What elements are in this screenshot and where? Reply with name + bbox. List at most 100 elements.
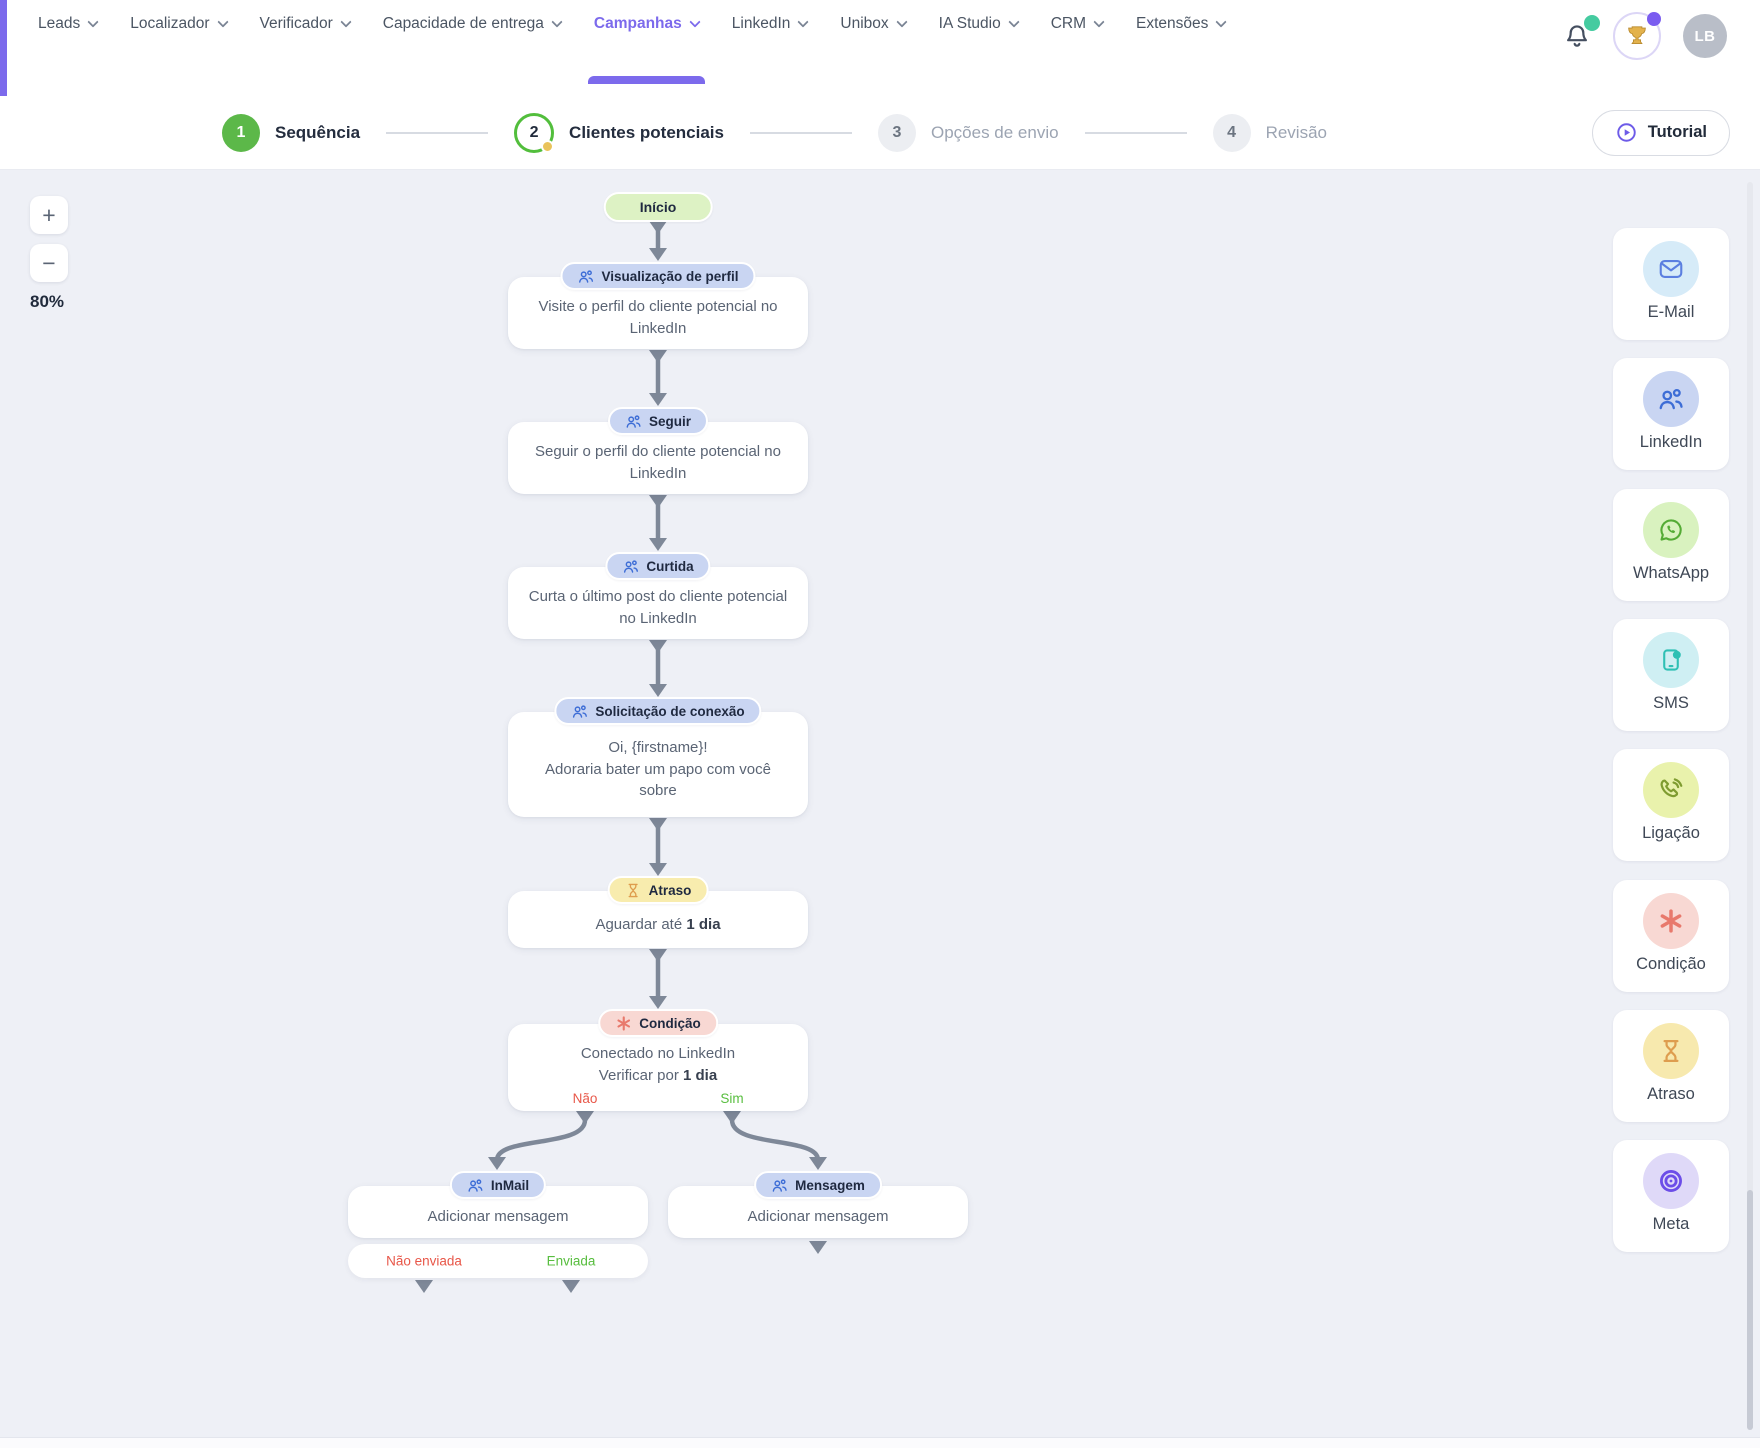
message-line: Adoraria bater um papo com você <box>545 760 771 778</box>
step-2-circle: 2 <box>514 112 555 153</box>
nav-item-ia-studio[interactable]: IA Studio <box>938 0 1020 84</box>
tutorial-button[interactable]: Tutorial <box>1591 109 1730 156</box>
palette-tile-meta[interactable]: Meta <box>1613 1140 1729 1252</box>
notifications-button[interactable] <box>1563 15 1600 50</box>
nav-item-label: Extensões <box>1136 15 1209 32</box>
nav-item-leads[interactable]: Leads <box>38 0 99 84</box>
play-circle-icon <box>1617 123 1636 142</box>
chevron-down-icon <box>689 15 701 28</box>
node-condition-badge: Condição <box>598 1009 718 1037</box>
condition-line: Verificar por 1 dia <box>581 1065 735 1087</box>
chevron-down-icon <box>1093 15 1105 28</box>
delay-value: 1 dia <box>686 915 721 933</box>
users-icon <box>579 269 594 283</box>
node-body-text: Adicionar mensagem <box>747 1208 889 1226</box>
nav-item-label: IA Studio <box>938 15 1001 32</box>
nav-item-localizador[interactable]: Localizador <box>130 0 229 84</box>
start-node[interactable]: Início <box>603 192 713 222</box>
tile-label: Condição <box>1636 955 1706 973</box>
tile-label: WhatsApp <box>1632 564 1710 582</box>
asterisk-icon <box>617 1015 631 1031</box>
node-like[interactable]: Curtida Curta o último post do cliente p… <box>508 552 808 639</box>
nav-right-cluster: LB <box>1563 0 1727 72</box>
users-icon <box>468 1178 483 1192</box>
users-icon <box>1659 388 1683 410</box>
step-connector-line <box>749 131 852 134</box>
nav-item-label: Capacidade de entrega <box>382 15 544 32</box>
nav-item-linkedin[interactable]: LinkedIn <box>732 0 810 84</box>
chevron-down-icon <box>216 15 229 28</box>
tile-label: E-Mail <box>1647 303 1695 321</box>
nav-item-unibox[interactable]: Unibox <box>840 0 908 84</box>
whatsapp-icon <box>1660 519 1682 541</box>
palette-tile-condicao[interactable]: Condição <box>1613 880 1729 992</box>
left-accent-strip <box>0 0 7 96</box>
palette-tile-ligacao[interactable]: Ligação <box>1613 749 1729 861</box>
achievements-button[interactable] <box>1613 12 1661 60</box>
tile-icon-circle <box>1643 1153 1699 1209</box>
nav-item-label: CRM <box>1050 15 1086 32</box>
chevron-down-icon <box>551 15 563 28</box>
step-clientes-potenciais[interactable]: 2 Clientes potenciais <box>514 112 724 153</box>
node-inmail-badge: InMail <box>449 1171 547 1199</box>
users-icon <box>572 704 587 718</box>
sequence-canvas[interactable]: + − 80% Início Visualização de perfil Vi… <box>0 170 1760 1437</box>
palette-tile-whatsapp[interactable]: WhatsApp <box>1613 489 1729 601</box>
palette-tile-linkedin[interactable]: LinkedIn <box>1613 358 1729 470</box>
tile-icon-circle <box>1643 371 1699 427</box>
palette-tile-atraso[interactable]: Atraso <box>1613 1010 1729 1122</box>
node-message-badge: Mensagem <box>754 1171 882 1199</box>
nav-item-crm[interactable]: CRM <box>1050 0 1105 84</box>
zoom-out-button[interactable]: − <box>30 244 68 282</box>
zoom-in-button[interactable]: + <box>30 196 68 234</box>
tile-icon-circle <box>1643 241 1699 297</box>
node-follow[interactable]: Seguir Seguir o perfil do cliente potenc… <box>508 407 808 494</box>
badge-label: Atraso <box>648 882 692 898</box>
node-message[interactable]: Mensagem Adicionar mensagem <box>668 1171 968 1238</box>
step-2-label: Clientes potenciais <box>569 122 724 142</box>
step-4-circle: 4 <box>1212 113 1251 152</box>
scrollbar-thumb[interactable] <box>1747 1190 1753 1430</box>
nav-item-capacidade-de-entrega[interactable]: Capacidade de entrega <box>382 0 563 84</box>
step-4-label: Revisão <box>1265 122 1327 142</box>
envelope-icon <box>1659 260 1683 278</box>
palette-tile-sms[interactable]: SMS <box>1613 619 1729 731</box>
branch-label-yes: Sim <box>720 1091 744 1106</box>
tile-label: Atraso <box>1647 1085 1695 1103</box>
nav-item-verificador[interactable]: Verificador <box>260 0 352 84</box>
tile-label: LinkedIn <box>1639 433 1703 451</box>
node-condition[interactable]: Condição Conectado no LinkedIn Verificar… <box>508 1009 808 1111</box>
node-connection-request[interactable]: Solicitação de conexão Oi, {firstname}! … <box>508 697 808 817</box>
inmail-status-bar: Não enviada Enviada <box>348 1244 648 1278</box>
tile-icon-circle <box>1643 893 1699 949</box>
bottom-edge <box>0 1437 1760 1448</box>
node-body-text: Seguir o perfil do cliente potencial no … <box>535 443 781 482</box>
node-profile-view[interactable]: Visualização de perfil Visite o perfil d… <box>508 262 808 349</box>
step-3-circle: 3 <box>877 113 916 152</box>
chevron-down-icon <box>1215 15 1228 28</box>
node-delay-badge: Atraso <box>607 876 709 904</box>
palette-tile-email[interactable]: E-Mail <box>1613 228 1729 340</box>
step-opcoes-de-envio[interactable]: 3 Opções de envio <box>877 113 1059 152</box>
node-body-text: Oi, {firstname}! Adoraria bater um papo … <box>545 737 771 802</box>
trophy-icon <box>1628 26 1646 45</box>
status-sent: Enviada <box>546 1253 596 1269</box>
node-body-text: Adicionar mensagem <box>427 1208 569 1226</box>
nav-item-extensoes[interactable]: Extensões <box>1136 0 1228 84</box>
hourglass-icon <box>1663 1039 1679 1063</box>
user-avatar[interactable]: LB <box>1683 14 1727 58</box>
target-icon <box>1660 1170 1682 1192</box>
tile-label: Ligação <box>1642 824 1700 842</box>
notification-badge-dot <box>1584 15 1600 31</box>
tutorial-label: Tutorial <box>1647 123 1707 141</box>
node-body-text: Visite o perfil do cliente potencial no … <box>538 298 778 337</box>
node-delay[interactable]: Atraso Aguardar até 1 dia <box>508 876 808 948</box>
node-connection-request-badge: Solicitação de conexão <box>554 697 762 725</box>
node-inmail[interactable]: InMail Adicionar mensagem <box>348 1171 648 1238</box>
message-line: sobre <box>639 782 677 800</box>
step-revisao[interactable]: 4 Revisão <box>1212 113 1327 152</box>
nav-item-campanhas-active[interactable]: Campanhas <box>587 0 705 84</box>
step-sequencia[interactable]: 1 Sequência <box>222 113 360 152</box>
chevron-down-icon <box>797 15 810 28</box>
